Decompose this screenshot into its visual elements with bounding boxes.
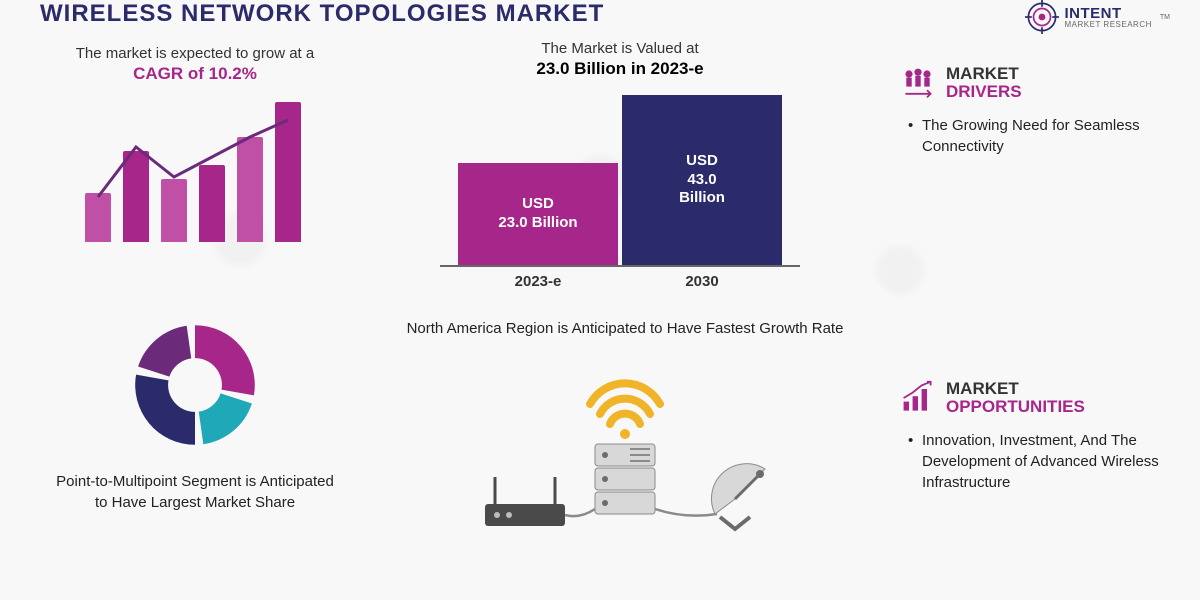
cagr-chart xyxy=(85,102,305,242)
valuation-section: The Market is Valued at 23.0 Billion in … xyxy=(400,40,840,290)
cagr-intro: The market is expected to grow at a xyxy=(55,45,335,62)
valuation-xlabel: 2030 xyxy=(622,273,782,290)
valuation-xlabel: 2023-e xyxy=(458,273,618,290)
drivers-list: The Growing Need for Seamless Connectivi… xyxy=(900,115,1160,157)
opportunities-section: MARKET OPPORTUNITIES Innovation, Investm… xyxy=(900,380,1160,493)
cagr-section: The market is expected to grow at a CAGR… xyxy=(55,45,335,242)
donut-slice xyxy=(199,393,252,444)
cagr-bar xyxy=(123,151,149,242)
opportunities-title-line1: MARKET xyxy=(946,380,1085,398)
router-icon xyxy=(485,477,565,526)
donut-slice xyxy=(195,325,255,395)
donut-slice xyxy=(135,375,195,445)
cable-right xyxy=(655,509,717,516)
cagr-bar xyxy=(275,102,301,242)
opportunities-title-line2: OPPORTUNITIES xyxy=(946,398,1085,416)
page-title: WIRELESS NETWORK TOPOLOGIES MARKET xyxy=(40,0,604,28)
satellite-dish-icon xyxy=(711,464,765,529)
cagr-headline: CAGR of 10.2% xyxy=(55,64,335,84)
donut-chart xyxy=(130,320,260,450)
drivers-title: MARKET DRIVERS xyxy=(946,65,1022,101)
network-illustration xyxy=(435,349,815,539)
donut-slice xyxy=(138,326,191,377)
wifi-icon xyxy=(590,383,660,439)
opportunities-list: Innovation, Investment, And The Developm… xyxy=(900,430,1160,493)
valuation-chart: USD23.0 BillionUSD43.0Billion xyxy=(440,97,800,267)
cagr-bar xyxy=(199,165,225,242)
valuation-bar: USD43.0Billion xyxy=(622,95,782,265)
region-title: North America Region is Anticipated to H… xyxy=(390,320,860,337)
cable-left xyxy=(565,509,595,516)
cagr-bar xyxy=(85,193,111,242)
logo-tm: TM xyxy=(1160,14,1170,21)
opportunities-title: MARKET OPPORTUNITIES xyxy=(946,380,1085,416)
drivers-title-line1: MARKET xyxy=(946,65,1022,83)
region-section: North America Region is Anticipated to H… xyxy=(390,320,860,544)
list-item: Innovation, Investment, And The Developm… xyxy=(908,430,1160,493)
valuation-xaxis: 2023-e2030 xyxy=(400,273,840,290)
list-item: The Growing Need for Seamless Connectivi… xyxy=(908,115,1160,157)
logo-brand: INTENT xyxy=(1065,6,1152,21)
opportunities-icon xyxy=(900,380,936,416)
cagr-bar xyxy=(237,137,263,242)
globe-target-icon xyxy=(1025,0,1059,34)
donut-section: Point-to-Multipoint Segment is Anticipat… xyxy=(55,320,335,513)
drivers-title-line2: DRIVERS xyxy=(946,83,1022,101)
cagr-bar xyxy=(161,179,187,242)
drivers-section: MARKET DRIVERS The Growing Need for Seam… xyxy=(900,65,1160,157)
server-icon xyxy=(595,444,655,514)
valuation-bar: USD23.0 Billion xyxy=(458,163,618,265)
donut-caption: Point-to-Multipoint Segment is Anticipat… xyxy=(55,471,335,513)
logo-subtitle: MARKET RESEARCH xyxy=(1065,21,1152,29)
brand-logo: INTENT MARKET RESEARCH TM xyxy=(1025,0,1170,34)
valuation-intro: The Market is Valued at xyxy=(400,40,840,57)
drivers-icon xyxy=(900,65,936,101)
valuation-headline: 23.0 Billion in 2023-e xyxy=(400,59,840,79)
